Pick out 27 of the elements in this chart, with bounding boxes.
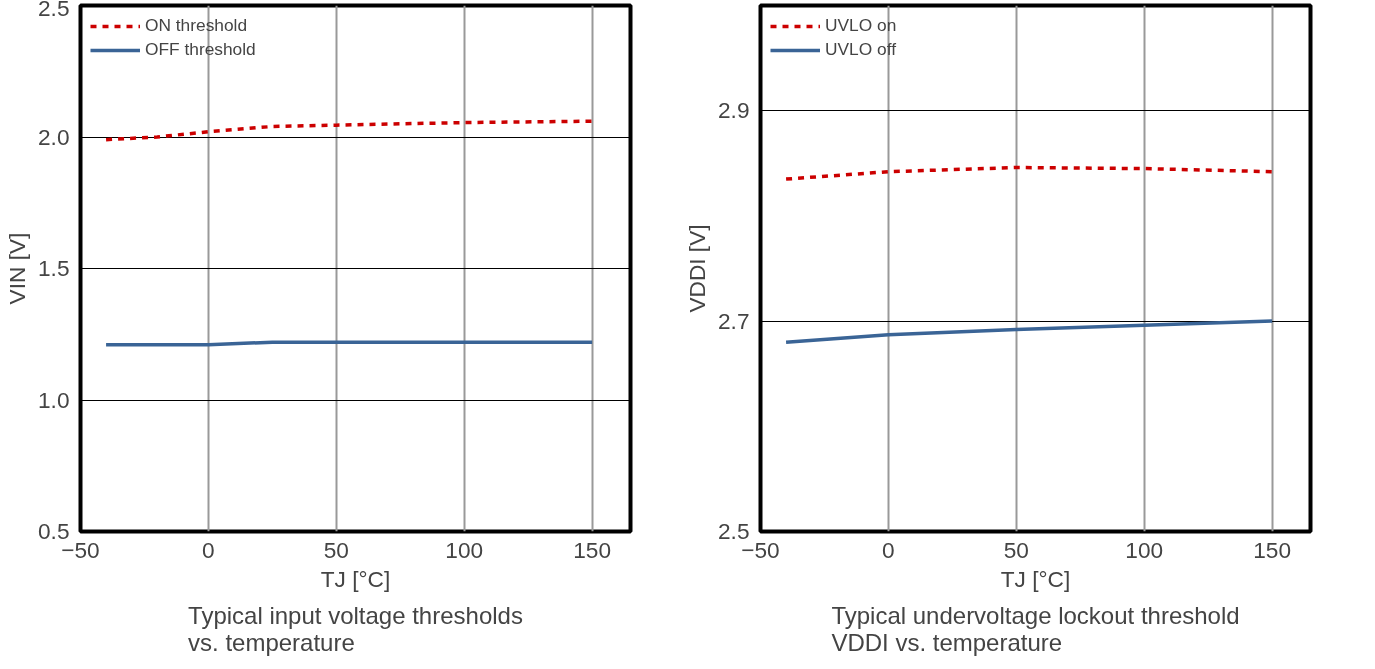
x-tick-label: 100: [445, 536, 484, 563]
y-tick-label: 1.0: [38, 386, 70, 413]
legend-label: OFF threshold: [145, 39, 256, 60]
x-tick-label: 150: [1253, 536, 1292, 563]
x-tick-label: 150: [573, 536, 612, 563]
legend-label: UVLO off: [825, 39, 896, 60]
y-tick-label: 1.5: [38, 255, 70, 281]
x-tick-label: 100: [1125, 536, 1164, 563]
y-axis-title: VIN [V]: [4, 232, 30, 305]
line-series: [784, 165, 1274, 181]
legend-label: UVLO on: [825, 15, 897, 36]
legend-label: ON threshold: [145, 15, 248, 36]
y-tick-label: 2.0: [38, 123, 70, 150]
x-axis-title: TJ [°C]: [1000, 565, 1071, 592]
x-tick-label: 50: [323, 536, 349, 563]
x-tick-label: 50: [1003, 536, 1029, 563]
x-axis-title: TJ [°C]: [320, 565, 391, 592]
y-tick-label: 2.5: [38, 0, 70, 21]
text: Typical undervoltage lockout threshold VDDI vs. temperature: [831, 601, 1240, 656]
y-tick-label: 2.7: [718, 307, 750, 334]
x-tick-label: 0: [202, 536, 215, 563]
text: Typical input voltage thresholds vs. temperature: [188, 601, 523, 656]
line-series: [104, 119, 594, 142]
line-series: [784, 319, 1274, 344]
x-tick-label: 0: [882, 536, 895, 563]
y-axis-title: VDDI [V]: [684, 224, 710, 313]
y-tick-label: 2.9: [718, 97, 750, 124]
